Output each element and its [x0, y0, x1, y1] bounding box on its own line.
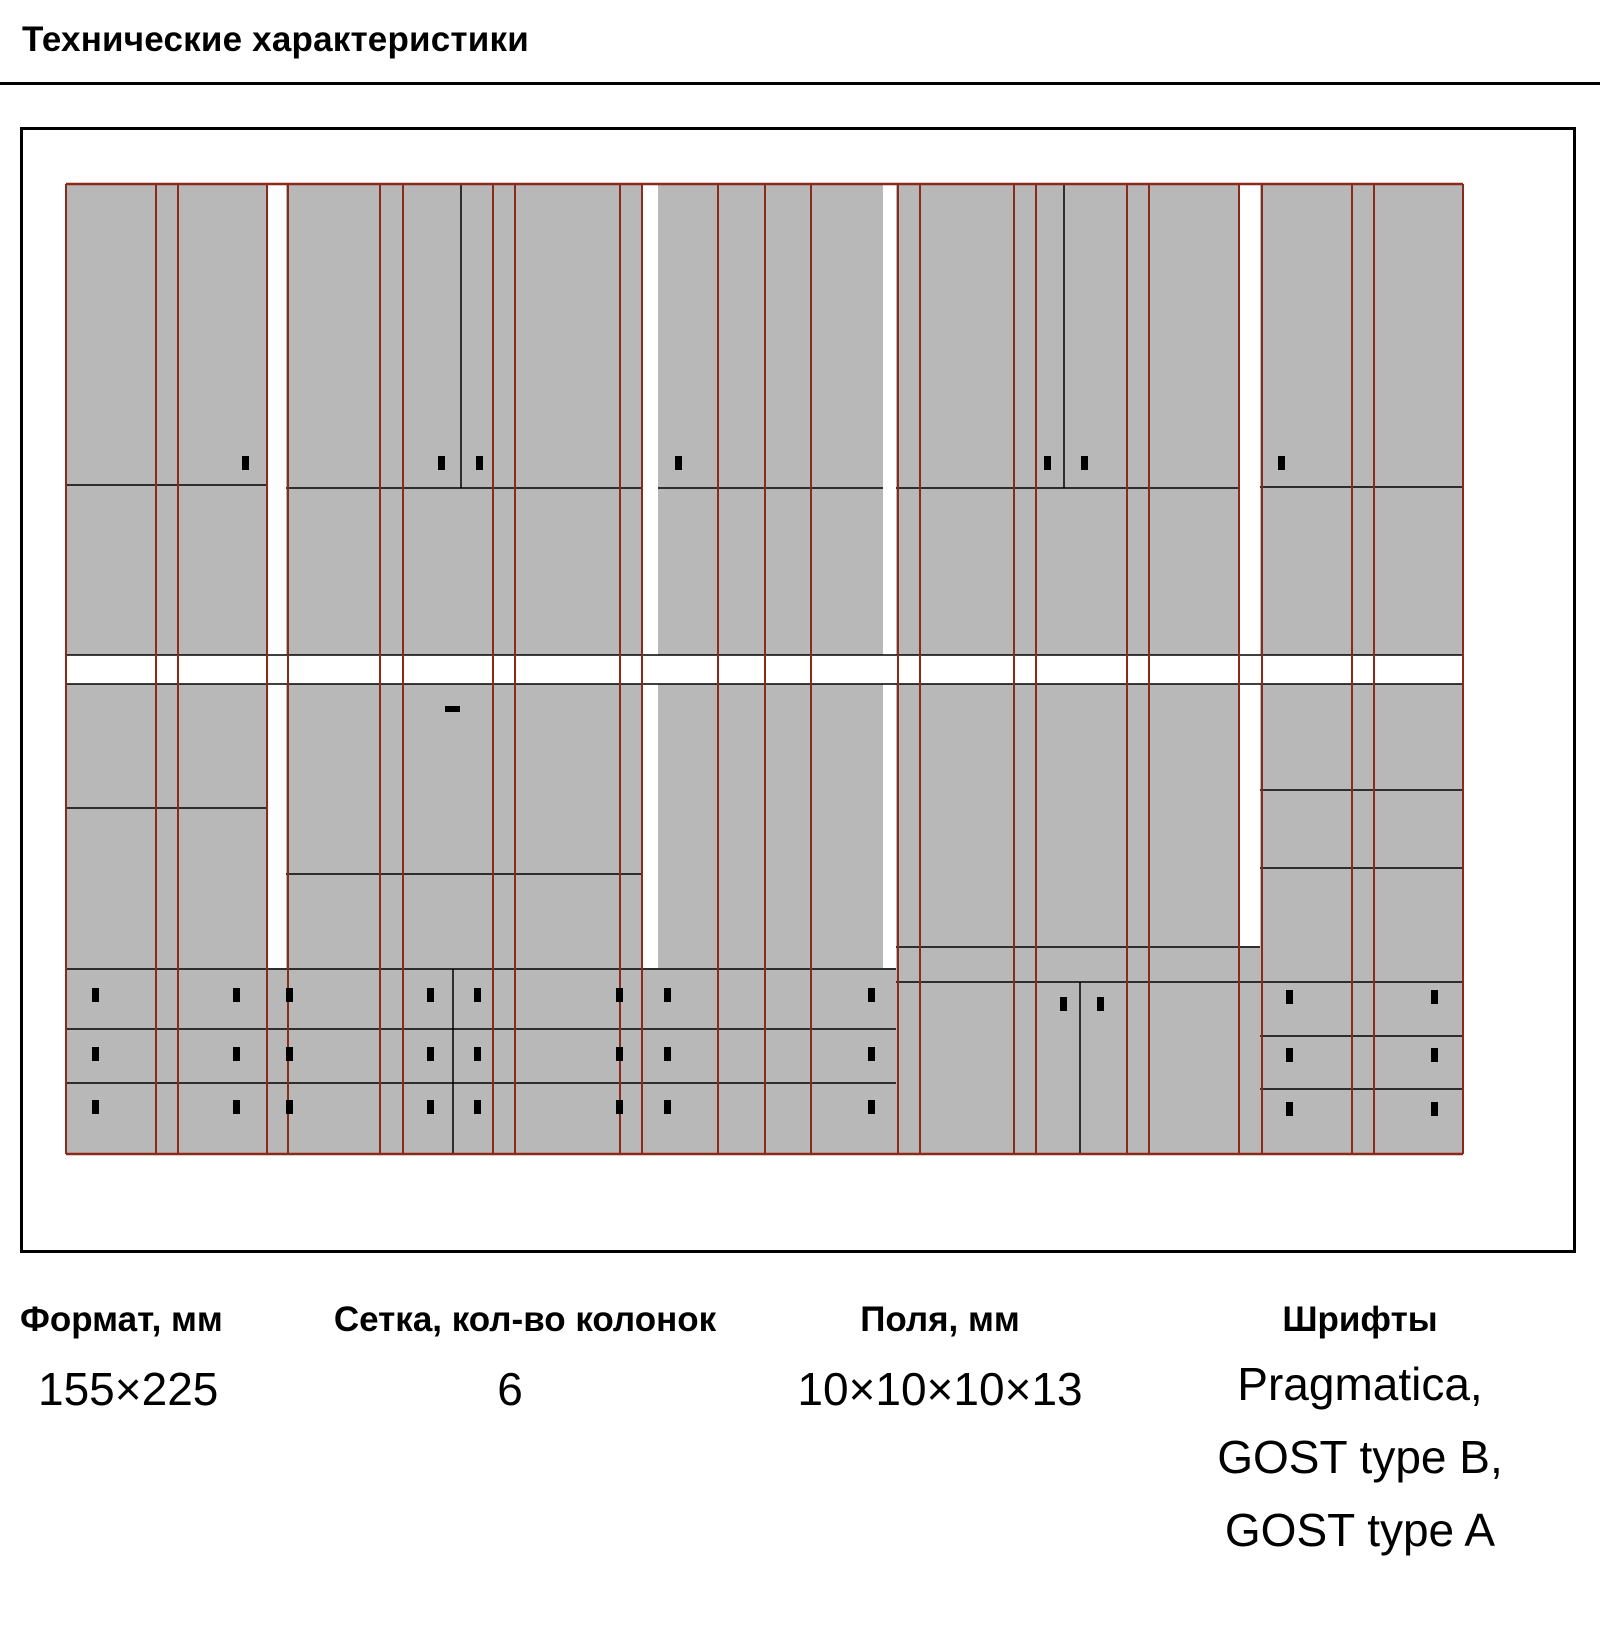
page-title: Технические характеристики	[22, 20, 529, 59]
marker	[1278, 456, 1285, 470]
spec-fonts-list: Pragmatica, GOST type B, GOST type A	[1170, 1348, 1550, 1567]
marker	[233, 988, 240, 1002]
marker	[1081, 456, 1088, 470]
spec-margins-label: Поля, мм	[860, 1300, 1020, 1339]
marker	[286, 1100, 293, 1114]
marker	[445, 706, 460, 712]
marker	[438, 456, 445, 470]
spec-font-item: GOST type A	[1224, 1504, 1496, 1556]
marker	[233, 1100, 240, 1114]
spec-fonts-label: Шрифты	[1282, 1300, 1438, 1339]
spec-format-label: Формат, мм	[20, 1300, 223, 1339]
marker	[233, 1047, 240, 1061]
marker	[616, 1100, 623, 1114]
spec-grid-label: Сетка, кол-во колонок	[333, 1300, 717, 1339]
gutter-vertical	[267, 184, 286, 968]
specs-section: Формат, мм 155×225 Сетка, кол-во колонок…	[0, 1300, 1600, 1600]
marker	[664, 988, 671, 1002]
marker	[476, 456, 483, 470]
marker	[427, 988, 434, 1002]
header-divider	[0, 82, 1600, 85]
layout-grid-diagram	[65, 182, 1464, 1156]
marker	[92, 1100, 99, 1114]
marker	[1060, 997, 1067, 1011]
marker	[868, 1100, 875, 1114]
marker	[868, 988, 875, 1002]
marker	[474, 1100, 481, 1114]
marker	[675, 456, 682, 470]
gutter-vertical	[643, 684, 658, 968]
marker	[286, 1047, 293, 1061]
spec-margins: Поля, мм 10×10×10×13	[770, 1300, 1110, 1416]
marker	[616, 988, 623, 1002]
gutter-vertical	[643, 184, 658, 655]
marker	[868, 1047, 875, 1061]
spec-font-item: Pragmatica,	[1237, 1358, 1483, 1410]
spec-font-item: GOST type B,	[1217, 1431, 1503, 1483]
marker	[92, 1047, 99, 1061]
gutter-vertical	[883, 184, 896, 655]
marker	[474, 1047, 481, 1061]
marker	[1044, 456, 1051, 470]
marker	[1431, 1048, 1438, 1062]
spec-format: Формат, мм 155×225	[20, 1300, 265, 1416]
marker	[1431, 990, 1438, 1004]
spec-format-value: 155×225	[38, 1363, 219, 1415]
marker	[92, 988, 99, 1002]
marker	[616, 1047, 623, 1061]
marker	[474, 988, 481, 1002]
marker	[1431, 1102, 1438, 1116]
spec-grid: Сетка, кол-во колонок 6	[295, 1300, 755, 1416]
gutter-vertical	[883, 684, 896, 968]
spec-fonts: Шрифты Pragmatica, GOST type B, GOST typ…	[1170, 1300, 1550, 1567]
layout-frame	[20, 127, 1576, 1253]
gutter-vertical	[1240, 684, 1260, 946]
gutter-vertical	[1240, 184, 1260, 655]
marker	[286, 988, 293, 1002]
spec-margins-value: 10×10×10×13	[797, 1363, 1083, 1415]
marker	[427, 1047, 434, 1061]
marker	[664, 1100, 671, 1114]
marker	[427, 1100, 434, 1114]
spec-grid-value: 6	[497, 1363, 523, 1415]
marker	[242, 456, 249, 470]
marker	[1286, 1048, 1293, 1062]
marker	[1286, 990, 1293, 1004]
marker	[664, 1047, 671, 1061]
marker	[1097, 997, 1104, 1011]
marker	[1286, 1102, 1293, 1116]
